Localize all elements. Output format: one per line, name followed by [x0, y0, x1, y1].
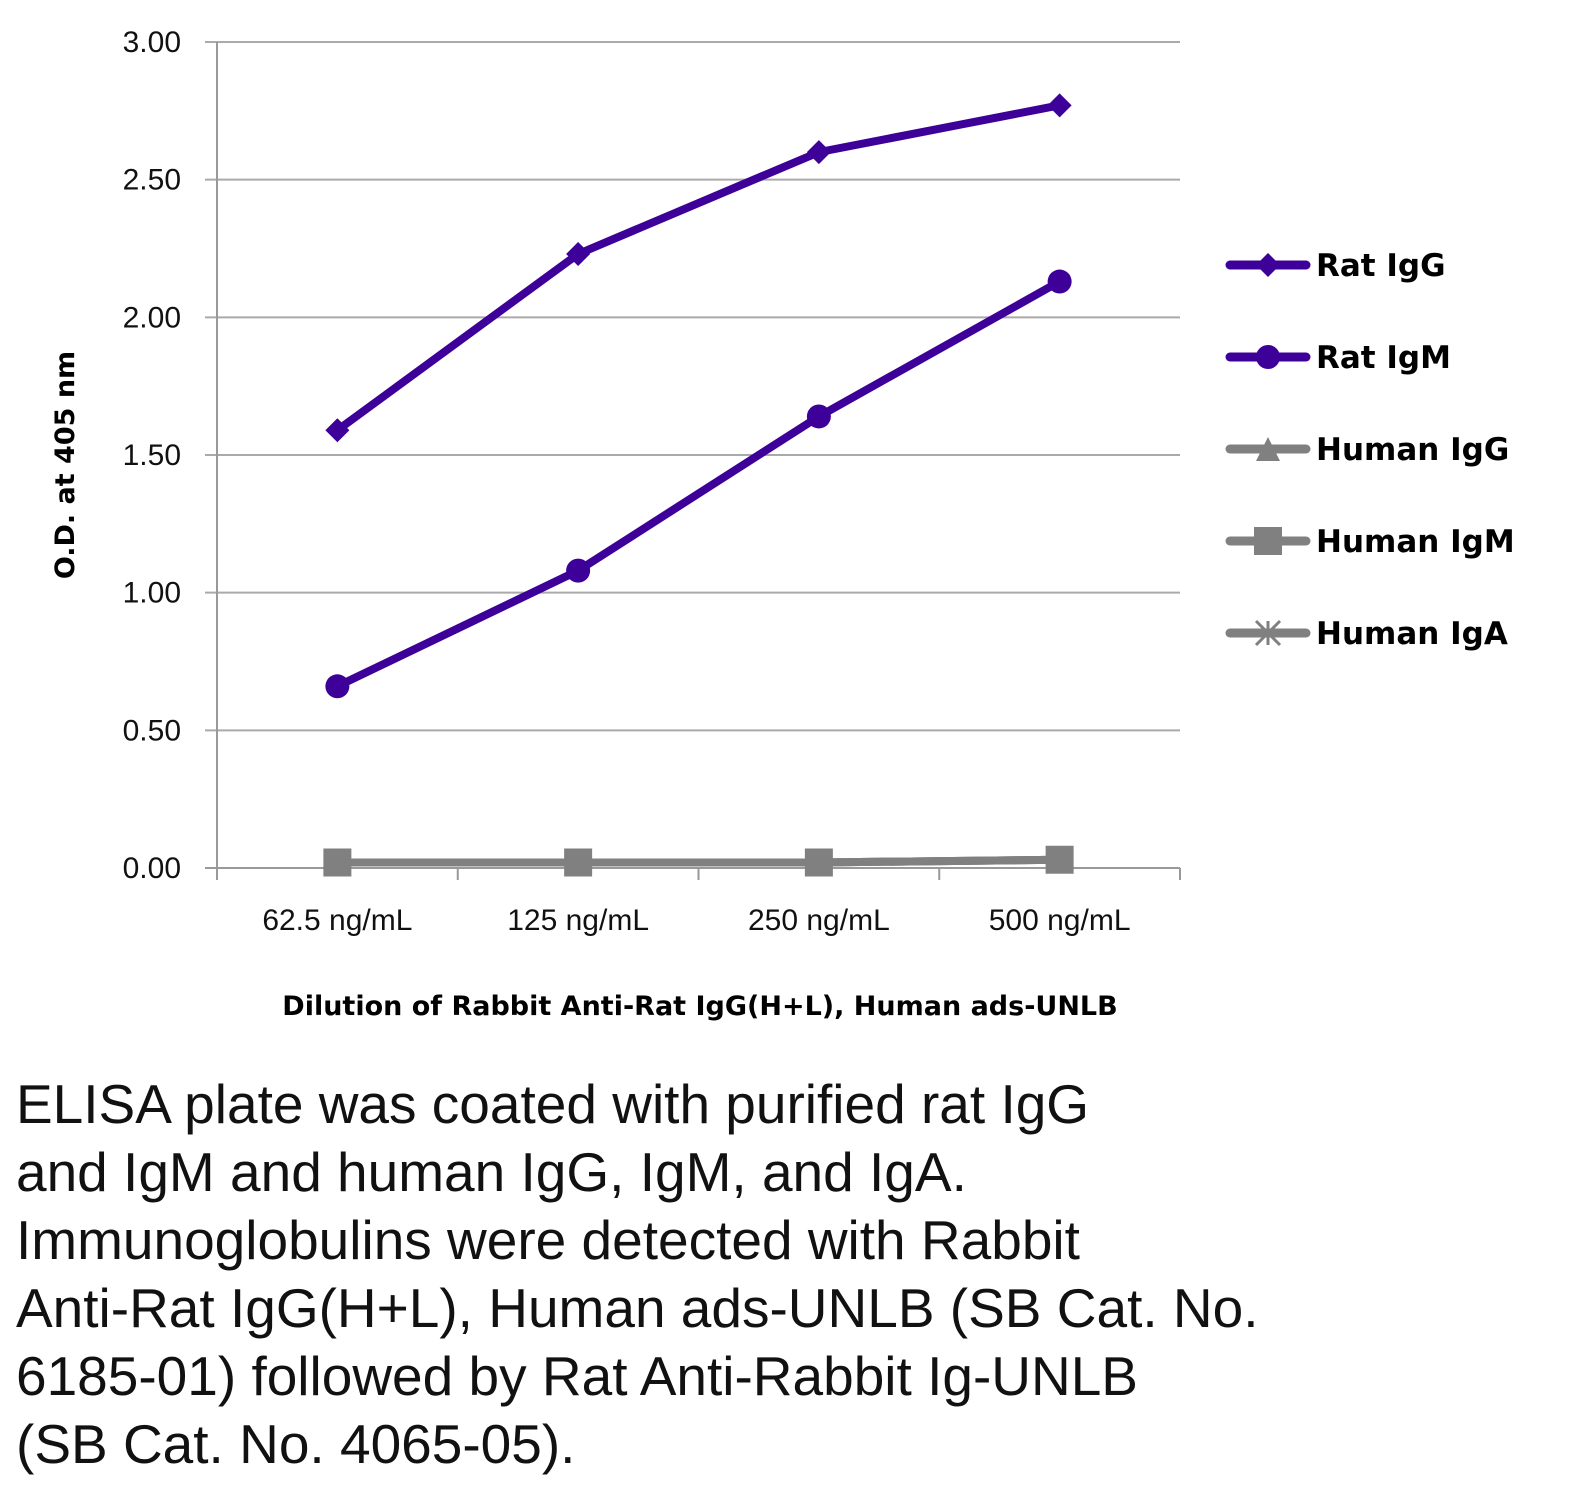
diamond-marker: [1256, 253, 1280, 277]
y-tick-label: 3.00: [123, 26, 181, 59]
circle-marker: [1047, 269, 1072, 294]
triangle-marker: [566, 850, 591, 875]
y-tick-label: 0.50: [123, 714, 181, 747]
legend-label: Human IgM: [1316, 524, 1515, 560]
series-human-igg: [325, 847, 1072, 875]
y-tick-label: 0.00: [123, 852, 181, 885]
square-marker: [1254, 527, 1282, 555]
circle-marker: [1256, 345, 1280, 369]
triangle-marker: [325, 850, 350, 875]
star-stroke: [1254, 619, 1282, 647]
triangle-marker: [1047, 847, 1072, 872]
legend-label: Human IgG: [1316, 432, 1509, 468]
x-axis-title: Dilution of Rabbit Anti-Rat IgG(H+L), Hu…: [282, 991, 1117, 1022]
x-axis-ticks: 62.5 ng/mL 125 ng/mL 250 ng/mL 500 ng/mL: [262, 904, 1130, 937]
series-lines: [323, 93, 1074, 877]
figure-caption: ELISA plate was coated with purified rat…: [16, 1073, 1259, 1475]
x-tick-label: 500 ng/mL: [989, 904, 1131, 937]
series-rat-igm: [325, 269, 1072, 699]
triangle-marker: [1256, 437, 1280, 461]
legend-label: Human IgA: [1316, 616, 1508, 652]
legend-item: Human IgM: [1225, 524, 1515, 560]
legend: Rat IgG Rat IgM Human IgG Human IgM Human Ig…: [1225, 248, 1515, 652]
triangle-marker: [806, 850, 831, 875]
x-tick-label: 62.5 ng/mL: [262, 904, 412, 937]
diamond-marker: [325, 418, 350, 443]
y-axis-ticks: 0.00 0.50 1.00 1.50 2.00 2.50 3.00: [123, 26, 181, 885]
x-tick-label: 125 ng/mL: [507, 904, 649, 937]
diamond-marker: [566, 242, 591, 267]
star-marker: [1254, 619, 1282, 647]
legend-item: Human IgA: [1225, 616, 1508, 652]
diamond-marker: [1047, 93, 1072, 118]
legend-label: Rat IgM: [1316, 340, 1451, 376]
legend-label: Rat IgG: [1316, 248, 1446, 284]
legend-item: Human IgG: [1225, 432, 1509, 468]
series-line: [335, 101, 1061, 434]
circle-marker: [325, 674, 350, 699]
series-rat-igg: [325, 93, 1072, 443]
diamond-marker: [806, 140, 831, 165]
x-tick-label: 250 ng/mL: [748, 904, 890, 937]
y-tick-label: 2.50: [123, 164, 181, 197]
circle-marker: [566, 558, 591, 583]
circle-marker: [806, 404, 831, 429]
series-line: [337, 855, 1060, 867]
y-axis-title: O.D. at 405 nm: [50, 351, 81, 579]
y-tick-label: 2.00: [123, 301, 181, 334]
y-tick-label: 1.00: [123, 577, 181, 610]
legend-item: Rat IgM: [1225, 340, 1451, 376]
y-tick-label: 1.50: [123, 439, 181, 472]
gridlines: [205, 41, 1181, 880]
series-line: [335, 278, 1062, 690]
legend-item: Rat IgG: [1225, 248, 1446, 284]
line-chart: 0.00 0.50 1.00 1.50 2.00 2.50 3.00 62.5 ng/mL 1…: [50, 26, 1515, 1022]
